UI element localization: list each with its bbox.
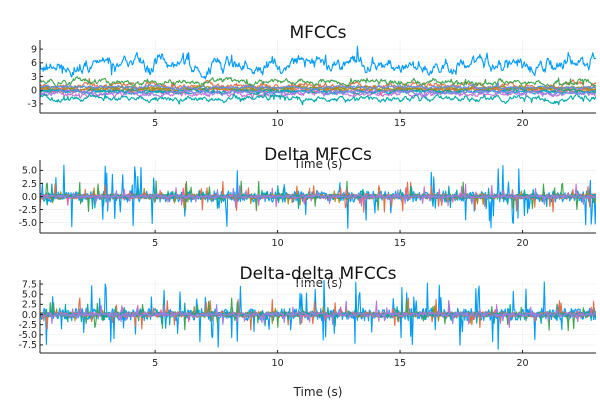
- y-tick-label: 9: [31, 44, 37, 55]
- y-tick-label: 2.5: [22, 300, 37, 311]
- series-line-6: [40, 91, 596, 106]
- x-tick-label: 15: [394, 118, 406, 129]
- x-tick-label: 10: [272, 238, 284, 249]
- y-tick-label: -5.0: [18, 330, 37, 341]
- y-tick-label: -5.0: [18, 218, 37, 229]
- x-tick-label: 20: [516, 358, 528, 369]
- y-tick-label: 5.0: [22, 289, 37, 300]
- panel-title: Delta-delta MFCCs: [240, 264, 397, 284]
- y-tick-label: -2.5: [18, 205, 37, 216]
- series-group: [40, 280, 596, 350]
- series-line-3: [40, 76, 596, 91]
- y-tick-label: 6: [31, 58, 37, 69]
- panel-3: 5 10 15 20 -7.5-5.0-2.50.02.55.07.5 Delta-del…: [18, 264, 596, 369]
- series-line-9: [40, 187, 596, 206]
- y-tick-label: -7.5: [18, 340, 37, 351]
- series-group: [40, 45, 596, 106]
- x-tick-label: 5: [152, 358, 158, 369]
- panel-x-axis-label: Time (s): [293, 276, 343, 290]
- panel-x-axis-label: Time (s): [293, 157, 343, 171]
- y-tick-label: -2.5: [18, 320, 37, 331]
- series-group: [40, 164, 596, 229]
- y-tick-label: 2.5: [22, 179, 37, 190]
- figure-x-axis-label: Time (s): [293, 385, 343, 399]
- x-tick-label: 5: [152, 118, 158, 129]
- x-tick-label: 10: [272, 358, 284, 369]
- y-tick-label: 5.0: [22, 166, 37, 177]
- panel-title: Delta MFCCs: [264, 145, 372, 165]
- x-tick-label: 15: [394, 238, 406, 249]
- x-tick-label: 20: [516, 118, 528, 129]
- panel-title: MFCCs: [289, 23, 346, 43]
- y-tick-label: 7.5: [22, 279, 37, 290]
- series-line-9: [40, 304, 596, 326]
- y-tick-label: 0.0: [22, 310, 37, 321]
- y-tick-label: 0: [31, 85, 37, 96]
- series-line-12: [40, 88, 596, 99]
- series-line-1: [40, 45, 596, 80]
- x-tick-label: 5: [152, 238, 158, 249]
- x-tick-label: 15: [394, 358, 406, 369]
- y-tick-label: 0.0: [22, 192, 37, 203]
- x-tick-label: 10: [272, 118, 284, 129]
- series-line-13: [40, 82, 596, 91]
- y-tick-label: 3: [31, 72, 37, 83]
- panel-1: 5 10 15 20 -3 0 3 6 9 MFCCs Time (s): [28, 23, 596, 171]
- x-tick-label: 20: [516, 238, 528, 249]
- y-tick-label: -3: [28, 99, 37, 110]
